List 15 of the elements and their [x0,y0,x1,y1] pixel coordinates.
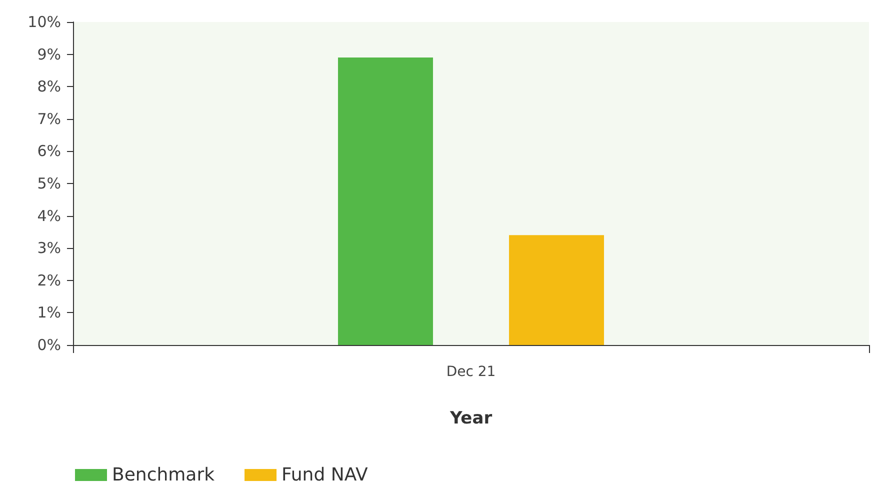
x-tick-label: Dec 21 [446,364,496,380]
y-tick-label: 8% [37,78,61,96]
x-axis-title: Year [448,408,493,428]
y-tick-label: 10% [28,13,61,31]
y-tick-label: 3% [37,239,61,258]
y-tick-label: 1% [37,304,61,322]
y-tick-label: 9% [37,45,61,64]
y-tick-label: 7% [37,110,61,128]
y-tick-label: 2% [37,271,61,290]
y-tick-label: 0% [37,336,61,354]
y-tick-label: 5% [37,174,61,192]
y-tick-label: 6% [37,142,61,160]
legend-label: Fund NAV [282,464,368,486]
legend-label: Benchmark [112,464,216,486]
y-tick-label: 4% [37,206,61,225]
